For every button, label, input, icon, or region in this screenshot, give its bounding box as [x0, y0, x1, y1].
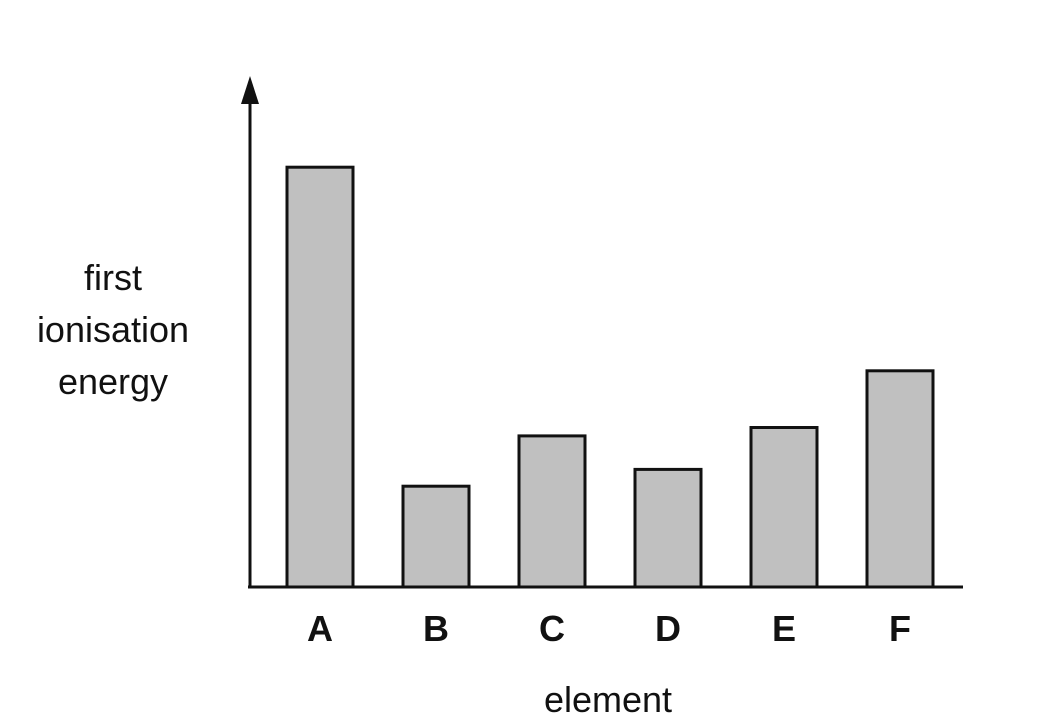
- bar-d: [633, 467, 703, 589]
- y-axis-title: first ionisation energy: [37, 257, 189, 402]
- x-tick-label-a: A: [307, 608, 333, 649]
- bars-group: [285, 165, 935, 589]
- bar-b: [401, 484, 471, 589]
- y-axis-arrow-icon: [241, 76, 259, 104]
- x-tick-label-b: B: [423, 608, 449, 649]
- bar-a: [285, 165, 355, 589]
- x-axis-title: element: [544, 679, 672, 720]
- bar-f: [865, 369, 935, 589]
- y-axis-title-line: energy: [58, 361, 168, 402]
- x-tick-label-e: E: [772, 608, 796, 649]
- axes-group: [241, 76, 963, 589]
- bar-c: [517, 434, 587, 589]
- x-tick-label-d: D: [655, 608, 681, 649]
- x-tick-labels: A B C D E F: [307, 608, 911, 649]
- x-tick-label-f: F: [889, 608, 911, 649]
- y-axis-title-line: first: [84, 257, 142, 298]
- x-tick-label-c: C: [539, 608, 565, 649]
- bar-e: [749, 426, 819, 589]
- y-axis-title-line: ionisation: [37, 309, 189, 350]
